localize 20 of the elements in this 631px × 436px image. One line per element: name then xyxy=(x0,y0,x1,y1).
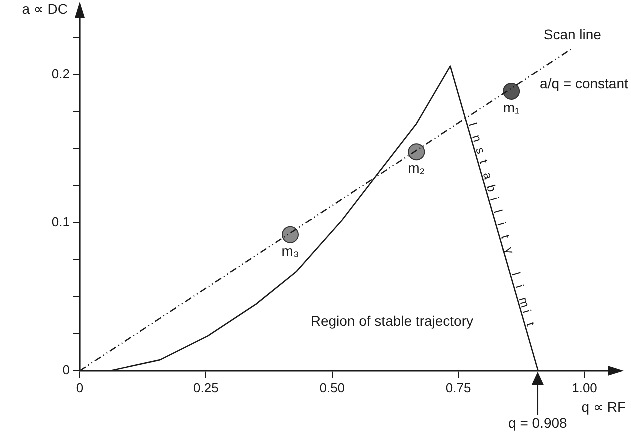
annotation: Region of stable trajectory xyxy=(310,312,474,329)
point xyxy=(408,144,426,161)
annotation: m₃ xyxy=(282,242,300,259)
point xyxy=(282,226,299,244)
x-tick-label: 1.00 xyxy=(572,380,598,396)
x-tick-label: 0.50 xyxy=(320,380,346,396)
x-tick-label: 0 xyxy=(76,380,84,396)
annotation: m₂ xyxy=(408,160,426,176)
annotation: a/q = constant xyxy=(540,76,628,92)
text: q = 0.908 xyxy=(508,414,568,431)
point xyxy=(503,82,520,100)
x-tick-label: 0.75 xyxy=(446,380,472,396)
annotation: m₁ xyxy=(503,99,520,116)
y-axis-title: a ∝ DC xyxy=(22,0,68,17)
y-tick-label: 0.1 xyxy=(52,214,70,230)
y-tick-label: 0 xyxy=(62,362,70,378)
x-tick-label: 0.25 xyxy=(194,380,219,396)
y-tick-label: 0.2 xyxy=(52,66,70,82)
series-label: Scan line xyxy=(544,26,602,42)
x-axis-title: q ∝ RF xyxy=(582,398,626,415)
